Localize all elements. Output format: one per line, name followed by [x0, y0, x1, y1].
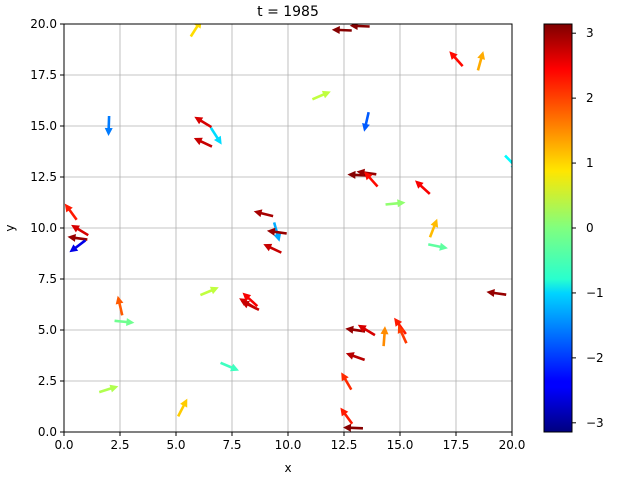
x-axis-ticks: 0.0 2.5 5.0 7.5 10.0 12.5 15.0 17.5 20.0 — [54, 432, 525, 452]
vector-arrow — [449, 51, 464, 67]
vector-arrow — [199, 286, 219, 297]
vector-arrow — [64, 203, 78, 221]
vector-arrow — [415, 180, 431, 195]
y-tick-label: 15.0 — [30, 119, 57, 133]
vector-arrow — [357, 324, 376, 337]
vector-arrow — [193, 137, 213, 148]
colorbar — [543, 23, 573, 433]
x-tick-label: 2.5 — [110, 438, 129, 452]
vector-arrow — [345, 352, 366, 362]
vector-arrow — [114, 318, 135, 326]
colorbar-tick-label: −2 — [586, 351, 604, 365]
vector-arrow — [98, 384, 119, 394]
colorbar-tick-label: −1 — [586, 286, 604, 300]
vector-arrow — [67, 234, 88, 242]
vector-arrow — [343, 423, 363, 432]
vector-arrow — [266, 227, 287, 236]
vector-arrow — [220, 361, 239, 372]
vector-arrow — [253, 209, 274, 218]
vector-arrow — [428, 218, 439, 238]
colorbar-tick-label: 0 — [586, 221, 594, 235]
vector-arrow — [345, 325, 366, 334]
vector-arrow — [385, 199, 406, 208]
vector-arrow — [69, 239, 87, 253]
vector-arrow — [428, 242, 448, 251]
vector-arrow — [240, 301, 260, 311]
colorbar-tick-label: 2 — [586, 91, 594, 105]
y-axis-ticks: 0.0 2.5 5.0 7.5 10.0 12.5 15.0 17.5 20.0 — [30, 17, 64, 439]
vector-arrow — [340, 407, 354, 425]
x-tick-label: 0.0 — [54, 438, 73, 452]
x-tick-label: 10.0 — [275, 438, 302, 452]
vector-arrow — [189, 24, 202, 38]
vector-arrow — [71, 224, 89, 237]
vector-arrow — [397, 325, 408, 344]
grid — [63, 23, 513, 433]
vector-arrow — [311, 90, 331, 101]
y-tick-label: 2.5 — [38, 374, 57, 388]
x-axis-title: x — [284, 461, 291, 475]
x-tick-label: 7.5 — [222, 438, 241, 452]
vector-arrow — [380, 326, 389, 347]
vector-arrow — [177, 398, 188, 417]
vector-arrow — [341, 372, 353, 391]
vector-arrow — [486, 289, 507, 297]
vector-arrow — [349, 24, 370, 30]
y-tick-label: 20.0 — [30, 17, 57, 31]
vector-arrow — [209, 127, 222, 145]
vector-arrow — [115, 295, 124, 316]
y-tick-label: 10.0 — [30, 221, 57, 235]
x-tick-label: 5.0 — [166, 438, 185, 452]
chart-title: t = 1985 — [257, 4, 319, 20]
x-tick-label: 12.5 — [331, 438, 358, 452]
y-tick-label: 17.5 — [30, 68, 57, 82]
colorbar-ticks: 3 2 1 0 −1 −2 −3 — [572, 26, 604, 430]
vector-arrow — [504, 154, 512, 168]
y-tick-label: 7.5 — [38, 272, 57, 286]
vector-arrow — [331, 26, 352, 34]
vector-arrow — [476, 51, 485, 71]
vector-arrow — [347, 170, 368, 179]
y-tick-label: 5.0 — [38, 323, 57, 337]
colorbar-tick-label: 1 — [586, 156, 594, 170]
colorbar-tick-label: 3 — [586, 26, 594, 40]
arrow-layer — [64, 24, 512, 432]
vector-arrow — [364, 171, 379, 188]
x-tick-label: 15.0 — [387, 438, 414, 452]
colorbar-tick-label: −3 — [586, 416, 604, 430]
vector-arrow — [194, 116, 213, 129]
y-tick-label: 0.0 — [38, 425, 57, 439]
vector-arrow — [242, 292, 259, 308]
x-tick-label: 20.0 — [499, 438, 526, 452]
vector-arrow — [263, 243, 282, 254]
vector-arrow — [104, 116, 113, 136]
vector-arrow — [362, 111, 370, 132]
y-tick-label: 12.5 — [30, 170, 57, 184]
y-axis-title: y — [3, 224, 17, 231]
x-tick-label: 17.5 — [443, 438, 470, 452]
